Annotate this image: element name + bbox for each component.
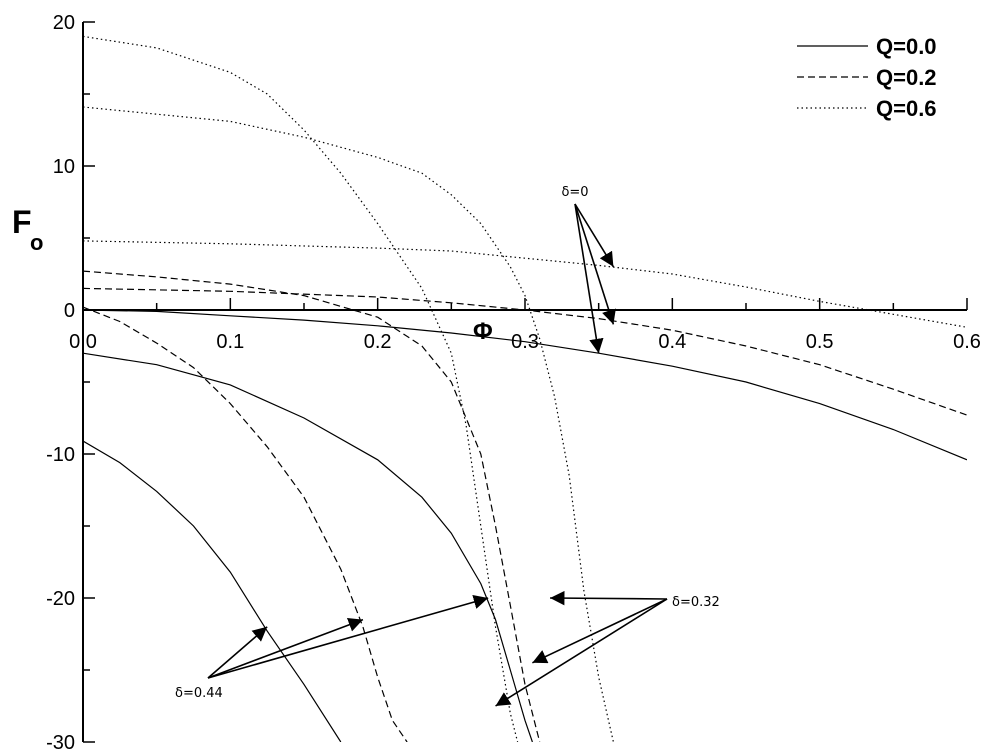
x-tick-label: 0.4 xyxy=(658,331,686,353)
annotation-arrow xyxy=(495,598,668,707)
annotation-arrow xyxy=(574,203,615,268)
x-tick-label: 0.1 xyxy=(216,331,244,353)
annotation-label: δ=0 xyxy=(561,185,588,200)
annotation-arrow xyxy=(207,626,268,679)
x-axis-label: Φ xyxy=(473,318,493,345)
series-line-Q0-delta0 xyxy=(83,309,967,461)
annotation-arrow xyxy=(207,617,364,679)
series-group xyxy=(83,35,967,742)
series-line-Q0.2-delta0.44 xyxy=(83,306,408,742)
x-tick-label: 0.5 xyxy=(806,331,834,353)
series-line-Q0.6-delta0.32 xyxy=(83,106,614,742)
x-tick-label: 0.2 xyxy=(364,331,392,353)
series-line-Q0.2-delta0.32 xyxy=(83,270,541,742)
annotation-arrow xyxy=(550,590,668,606)
annotation-arrow xyxy=(207,595,489,679)
y-tick-label: -30 xyxy=(46,732,75,752)
x-tick-label: 0.0 xyxy=(69,331,97,353)
annotation-arrow xyxy=(532,598,668,664)
y-axis-label-subscript: o xyxy=(30,230,43,255)
y-tick-label: 20 xyxy=(53,12,75,34)
legend: Q=0.0 Q=0.2 Q=0.6 xyxy=(797,34,937,121)
annotation-arrow xyxy=(574,203,616,325)
annotations: δ=0 δ=0.32 δ=0.44 xyxy=(175,185,720,707)
series-line-Q0.6-delta0.44 xyxy=(83,35,519,742)
series-line-Q0.2-delta0 xyxy=(83,287,967,416)
series-line-Q0-delta0.32 xyxy=(83,352,533,742)
legend-label: Q=0.6 xyxy=(876,96,937,121)
x-tick-label: 0.6 xyxy=(953,331,981,353)
annotation-label: δ=0.44 xyxy=(175,686,223,701)
series-line-Q0-delta0.44 xyxy=(83,440,342,742)
y-tick-label: -10 xyxy=(46,444,75,466)
y-axis-label: F xyxy=(12,204,32,240)
annotation-label: δ=0.32 xyxy=(672,595,720,610)
legend-label: Q=0.0 xyxy=(876,34,937,59)
annotation-arrow xyxy=(574,203,604,354)
y-tick-label: 0 xyxy=(64,300,75,322)
series-line-Q0.6-delta0 xyxy=(83,240,967,328)
legend-label: Q=0.2 xyxy=(876,65,937,90)
y-tick-label: -20 xyxy=(46,588,75,610)
y-tick-label: 10 xyxy=(53,156,75,178)
